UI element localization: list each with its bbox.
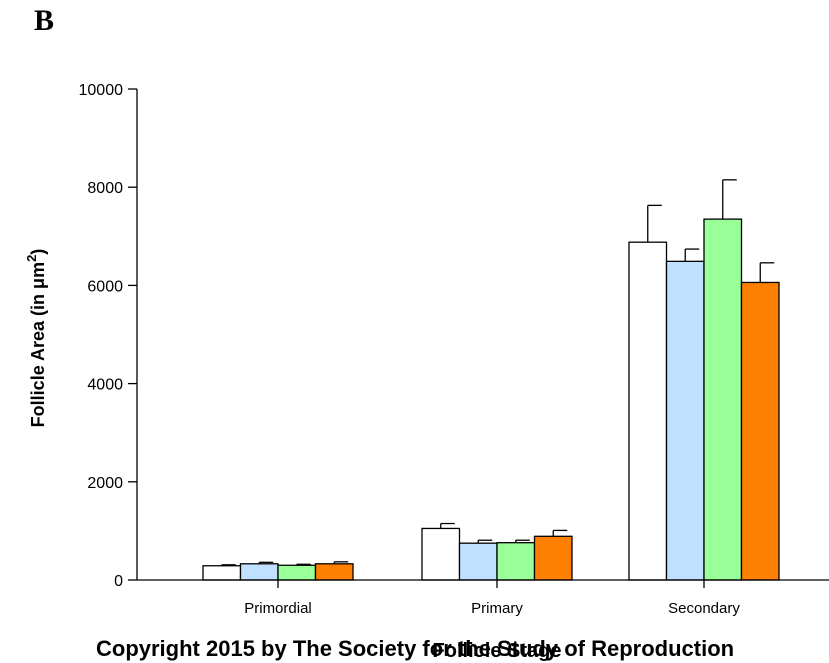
chart-marks	[202, 179, 780, 581]
y-tick-label: 8000	[87, 180, 123, 197]
y-tick-label: 10000	[79, 82, 124, 99]
y-axis-label-close: )	[28, 249, 48, 255]
bar	[202, 565, 242, 581]
x-tick-label: Primary	[471, 600, 523, 617]
y-axis-label: Follicle Area (in μm2)	[24, 249, 48, 428]
y-tick-label: 4000	[87, 377, 123, 394]
bar	[533, 535, 573, 581]
bar	[665, 260, 705, 581]
bar	[239, 563, 279, 581]
bar	[496, 542, 536, 581]
bar	[421, 527, 461, 581]
x-tick-label: Primordial	[244, 600, 312, 617]
y-axis-label-superscript: 2	[24, 255, 39, 262]
copyright-notice: Copyright 2015 by The Society for the St…	[96, 636, 735, 661]
y-tick-label: 2000	[87, 475, 123, 492]
bar	[628, 241, 668, 581]
bar	[458, 542, 498, 581]
chart-axes: Primordial Primary Secondary 0 2000 4000 6000 8…	[79, 82, 829, 617]
y-tick-label: 0	[114, 573, 123, 590]
y-tick-label: 6000	[87, 278, 123, 295]
y-axis-label-main: Follicle Area (in μm	[28, 262, 48, 427]
x-tick-label: Secondary	[668, 600, 740, 617]
panel-label: B	[34, 4, 55, 37]
x-axis-label: Follicle Stage	[433, 640, 562, 662]
bar	[314, 563, 354, 581]
bar	[703, 218, 743, 581]
bar	[277, 564, 317, 581]
chart-labels: Follicle Stage Follicle Area (in μm2)	[24, 249, 561, 662]
bar	[740, 281, 780, 581]
